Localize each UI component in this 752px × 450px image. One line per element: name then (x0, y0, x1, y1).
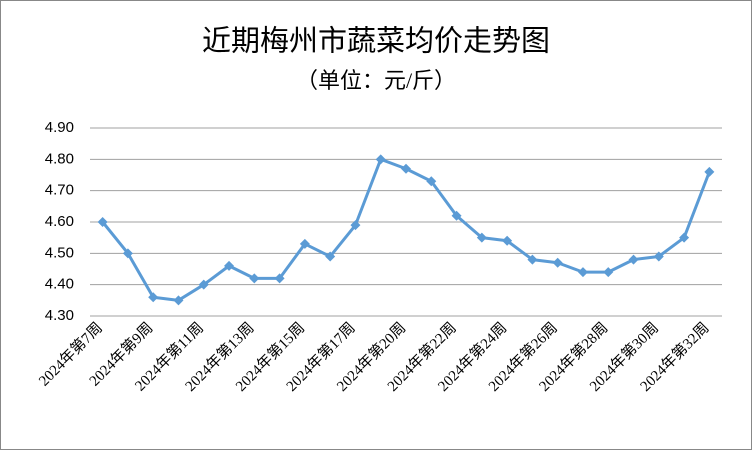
marker (97, 217, 108, 227)
marker (451, 210, 462, 221)
marker (350, 220, 361, 231)
marker (274, 273, 285, 284)
marker (375, 154, 386, 165)
marker (122, 248, 133, 259)
marker (249, 273, 260, 284)
marker (401, 163, 411, 174)
marker (552, 257, 563, 268)
marker (198, 279, 209, 290)
marker (577, 267, 588, 278)
marker (603, 267, 614, 278)
marker (502, 235, 513, 246)
y-tick-label: 4.90 (45, 119, 74, 136)
y-tick-label: 4.50 (45, 244, 74, 261)
y-tick-label: 4.40 (45, 276, 74, 293)
marker (679, 232, 690, 243)
marker (224, 260, 235, 271)
y-tick-label: 4.30 (45, 307, 74, 324)
y-tick-label: 4.60 (45, 213, 74, 230)
marker (148, 292, 159, 303)
marker (325, 251, 336, 262)
marker (476, 232, 487, 243)
marker (704, 166, 715, 177)
y-tick-label: 4.70 (45, 182, 74, 199)
marker (628, 254, 639, 265)
marker (173, 295, 184, 306)
y-tick-label: 4.80 (45, 150, 74, 167)
marker (426, 176, 437, 187)
marker (653, 251, 664, 262)
marker (527, 254, 538, 265)
marker (299, 238, 310, 249)
chart-subtitle: （单位：元/斤） (296, 68, 456, 93)
chart-title: 近期梅州市蔬菜均价走势图 (202, 25, 550, 58)
